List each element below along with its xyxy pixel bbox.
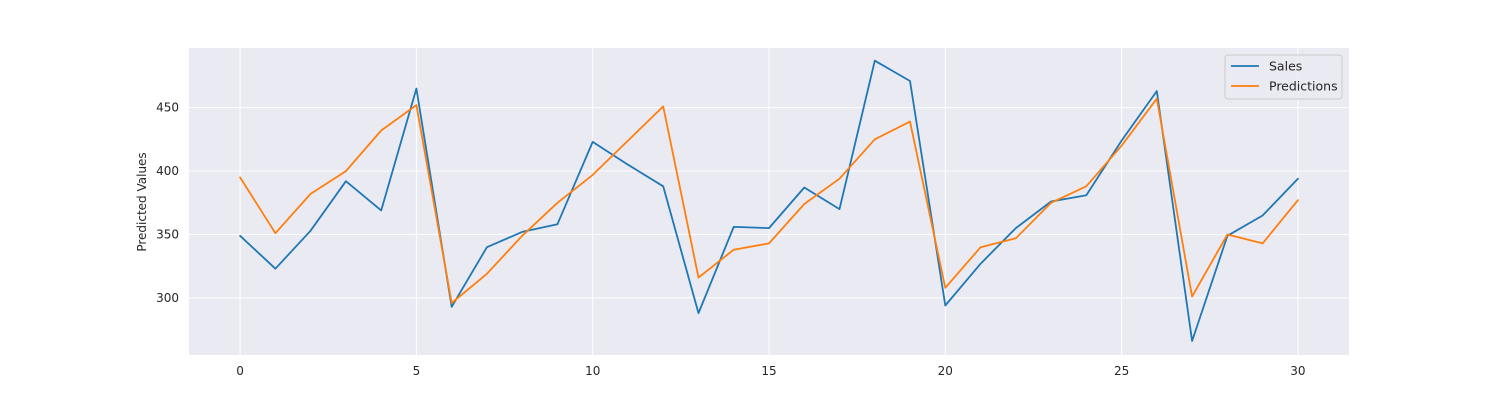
x-tick-label: 25 <box>1114 364 1129 378</box>
x-tick-label: 15 <box>761 364 776 378</box>
legend-label: Predictions <box>1269 79 1338 94</box>
x-tick-label: 5 <box>413 364 421 378</box>
x-tick-label: 0 <box>236 364 244 378</box>
grid-lines <box>189 48 1349 355</box>
x-axis-ticks: 0 5 10 15 20 25 30 <box>236 364 1305 378</box>
y-tick-label: 450 <box>156 101 179 115</box>
y-axis-label: Predicted Values <box>135 152 149 251</box>
series-line-predictions <box>239 97 1299 304</box>
y-tick-label: 350 <box>156 227 179 241</box>
legend: Sales Predictions <box>1224 54 1343 100</box>
x-tick-label: 30 <box>1290 364 1305 378</box>
y-tick-label: 400 <box>156 164 179 178</box>
series-lines <box>239 59 1299 342</box>
x-tick-label: 20 <box>938 364 953 378</box>
series-line-sales <box>239 59 1299 342</box>
y-tick-label: 300 <box>156 291 179 305</box>
legend-label: Sales <box>1269 59 1302 74</box>
y-axis-ticks: 300 350 400 450 <box>156 101 179 305</box>
x-tick-label: 10 <box>585 364 600 378</box>
